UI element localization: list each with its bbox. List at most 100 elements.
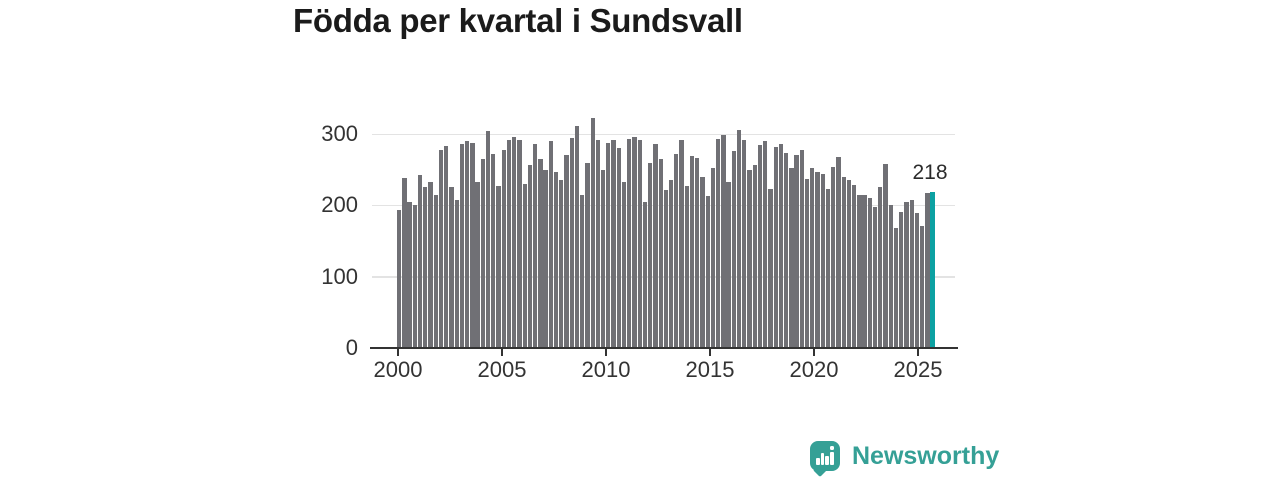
bar: [648, 162, 653, 348]
x-tick: [917, 349, 919, 356]
bar: [580, 194, 585, 348]
bar: [506, 139, 512, 348]
bar: [804, 178, 810, 348]
bar: [846, 180, 852, 348]
bar: [752, 164, 757, 348]
bar: [637, 139, 642, 348]
bar: [454, 200, 459, 348]
bar: [585, 163, 590, 348]
bar: [909, 200, 914, 348]
bar: [407, 201, 412, 348]
bar: [417, 174, 423, 348]
bar: [914, 213, 920, 348]
bar: [496, 186, 501, 348]
bar: [653, 143, 658, 348]
bar: [731, 151, 737, 348]
bar: [684, 186, 689, 348]
bar: [778, 143, 784, 348]
x-tick: [605, 349, 607, 356]
bar: [475, 181, 480, 348]
bar: [574, 126, 580, 348]
y-tick-label: 100: [321, 263, 358, 289]
bar: [742, 139, 747, 348]
bar: [590, 118, 595, 348]
x-tick: [501, 349, 503, 356]
brand-name: Newsworthy: [852, 441, 1000, 470]
bar: [423, 186, 428, 348]
bar: [893, 228, 899, 348]
bar: [674, 153, 679, 348]
bar: [627, 138, 632, 348]
bar: [569, 138, 574, 348]
bar: [464, 141, 470, 348]
bar: [899, 211, 904, 348]
chart-title: Födda per kvartal i Sundsvall: [293, 2, 743, 39]
bar: [736, 129, 742, 348]
bar: [527, 164, 533, 348]
bar: [852, 185, 857, 348]
bar: [815, 172, 820, 348]
x-tick-label: 2010: [581, 357, 631, 382]
bar: [872, 206, 878, 348]
bar: [925, 193, 930, 348]
x-tick-label: 2005: [477, 357, 527, 382]
bar: [600, 170, 606, 348]
x-tick-label: 2020: [789, 357, 839, 382]
bar: [695, 158, 700, 348]
bar: [559, 179, 564, 348]
bar: [595, 139, 601, 348]
bar: [543, 169, 548, 348]
bar: [799, 149, 804, 348]
bar: [883, 163, 888, 348]
bar: [658, 158, 663, 348]
y-tick-label: 300: [321, 121, 358, 146]
bar: [611, 139, 616, 348]
bar: [904, 201, 909, 348]
x-tick-label: 2000: [373, 357, 423, 382]
bar: [433, 194, 438, 348]
newsworthy-logo: Newsworthy: [810, 441, 999, 471]
bar: [716, 138, 721, 348]
bar: [553, 171, 559, 348]
bar: [606, 142, 611, 348]
bar: [825, 188, 831, 348]
bar: [402, 178, 407, 348]
bar: [679, 140, 684, 348]
bar: [867, 198, 872, 348]
highlight-value-label: 218: [912, 161, 948, 184]
gridline-100: [372, 276, 955, 278]
bar: [789, 168, 794, 348]
bar: [480, 158, 485, 348]
bar: [449, 187, 454, 348]
bar: [616, 148, 621, 348]
bar: [512, 136, 517, 348]
bar: [459, 143, 465, 348]
gridline-200: [372, 204, 955, 207]
bar: [532, 143, 538, 348]
bar: [438, 150, 444, 348]
x-tick: [813, 349, 815, 356]
bar: [773, 146, 778, 348]
bar: [768, 188, 773, 348]
bar: [721, 134, 726, 348]
bar: [485, 131, 491, 348]
bar: [538, 158, 543, 348]
bar: [491, 153, 496, 348]
bar: [522, 183, 527, 348]
bar: [841, 176, 846, 348]
bar: [501, 150, 506, 348]
bar: [444, 146, 449, 348]
bar: [888, 204, 893, 348]
bar: [726, 182, 731, 348]
bar: [820, 173, 825, 348]
bar: [632, 136, 637, 348]
bar: [920, 226, 925, 348]
bar: [564, 154, 569, 348]
bar: [710, 167, 716, 348]
bar: [412, 204, 417, 348]
gridline-300: [372, 133, 955, 135]
bar: [784, 153, 789, 348]
bar: [689, 156, 695, 348]
y-tick-label: 200: [321, 192, 358, 218]
